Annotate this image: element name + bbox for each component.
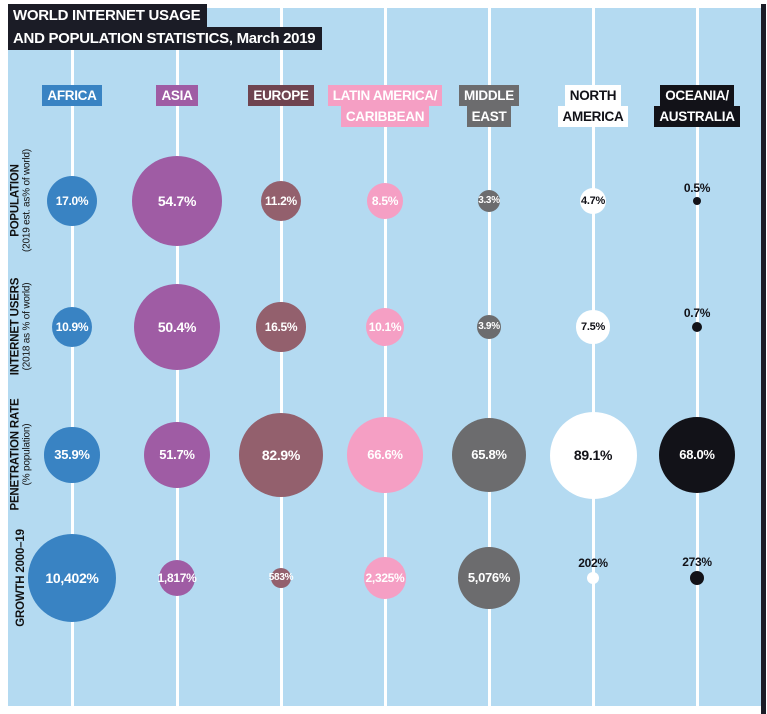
column-header-label: AMERICA: [557, 106, 629, 127]
column-header-label: ASIA: [156, 85, 198, 106]
column-header-oceania-australia: OCEANIA/AUSTRALIA: [627, 85, 767, 127]
bubble-growth-2000-19-north-america: [586, 571, 600, 585]
bubble-population-europe: 11.2%: [260, 180, 302, 222]
title-line-2: AND POPULATION STATISTICS, March 2019: [8, 27, 323, 50]
bubble-penetration-rate-asia: 51.7%: [143, 421, 211, 489]
bubble-population-north-america: 4.7%: [579, 187, 607, 215]
page-edge-border: [761, 4, 766, 714]
bubble-population-middle-east: 3.3%: [477, 189, 500, 213]
chart-title: WORLD INTERNET USAGE AND POPULATION STAT…: [8, 4, 323, 50]
column-header-latin-america-caribbean: LATIN AMERICA/CARIBBEAN: [315, 85, 455, 127]
bubble-internet-users-oceania-australia: [691, 321, 703, 333]
bubble-population-africa: 17.0%: [46, 175, 98, 227]
bubble-population-asia: 54.7%: [132, 156, 222, 246]
column-header-north-america: NORTH AMERICA: [523, 85, 663, 127]
bubble-growth-2000-19-europe: 583%: [269, 567, 293, 589]
bubble-penetration-rate-oceania-australia: 68.0%: [658, 416, 735, 493]
gridline-middle-east: [487, 8, 491, 706]
dot-value-population-oceania-australia: 0.5%: [683, 180, 711, 195]
bubble-internet-users-asia: 50.4%: [134, 284, 220, 370]
bubble-population-oceania-australia: [692, 196, 702, 206]
bubble-penetration-rate-north-america: 89.1%: [549, 411, 637, 499]
bubble-internet-users-europe: 16.5%: [256, 302, 306, 352]
column-header-label: OCEANIA/: [660, 85, 734, 106]
column-header-label: MIDDLE: [459, 85, 519, 106]
bubble-penetration-rate-europe: 82.9%: [239, 413, 323, 497]
bubble-internet-users-middle-east: 3.9%: [477, 315, 501, 339]
column-header-middle-east: MIDDLE EAST: [419, 85, 559, 127]
title-line-1: WORLD INTERNET USAGE: [8, 4, 208, 27]
bubble-internet-users-latin-america-caribbean: 10.1%: [365, 307, 405, 347]
column-header-africa: AFRICA: [2, 85, 142, 106]
bubble-growth-2000-19-latin-america-caribbean: 2,325%: [364, 557, 406, 599]
bubble-growth-2000-19-oceania-australia: [689, 570, 705, 586]
gridline-africa: [70, 8, 74, 706]
column-header-label: EAST: [466, 106, 512, 127]
bubble-internet-users-north-america: 7.5%: [576, 310, 610, 344]
column-header-label: LATIN AMERICA/: [327, 85, 443, 106]
bubble-penetration-rate-latin-america-caribbean: 66.6%: [347, 417, 423, 493]
bubble-penetration-rate-middle-east: 65.8%: [451, 417, 527, 493]
dot-value-internet-users-oceania-australia: 0.7%: [683, 305, 711, 320]
column-header-label: EUROPE: [248, 85, 314, 106]
row-label-main: GROWTH 2000–19: [15, 529, 27, 627]
bubble-population-latin-america-caribbean: 8.5%: [367, 183, 403, 219]
gridline-north-america: [591, 8, 595, 706]
gridline-europe: [279, 8, 283, 706]
column-header-label: CARIBBEAN: [340, 106, 430, 127]
row-label-growth-2000-19: GROWTH 2000–19: [15, 503, 27, 653]
column-header-label: AFRICA: [42, 85, 102, 106]
gridline-oceania-australia: [695, 8, 699, 706]
bubble-internet-users-africa: 10.9%: [52, 307, 92, 347]
column-header-asia: ASIA: [107, 85, 247, 106]
column-header-label: AUSTRALIA: [654, 106, 740, 127]
bubble-growth-2000-19-africa: 10,402%: [28, 534, 116, 622]
dot-value-growth-2000-19-north-america: 202%: [578, 555, 608, 570]
dot-value-growth-2000-19-oceania-australia: 273%: [682, 554, 712, 569]
bubble-growth-2000-19-middle-east: 5,076%: [458, 547, 520, 609]
bubble-growth-2000-19-asia: 1,817%: [158, 559, 197, 597]
bubble-penetration-rate-africa: 35.9%: [44, 427, 100, 483]
column-header-label: NORTH: [564, 85, 622, 106]
gridline-latin-america-caribbean: [383, 8, 387, 706]
column-header-europe: EUROPE: [211, 85, 351, 106]
